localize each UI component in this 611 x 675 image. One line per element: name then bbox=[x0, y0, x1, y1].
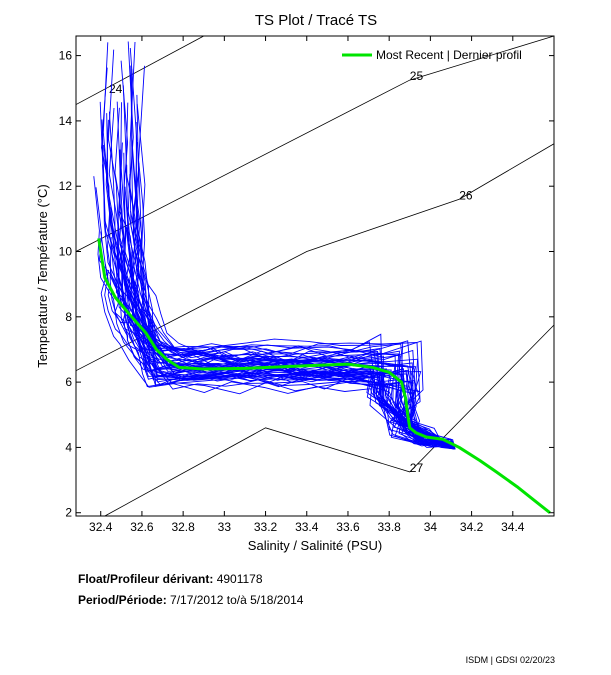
x-tick-label-9: 34.2 bbox=[460, 520, 484, 534]
profile-line bbox=[104, 264, 456, 450]
profile-line bbox=[129, 47, 456, 450]
period-value: 7/17/2012 to/à 5/18/2014 bbox=[170, 593, 304, 607]
contour-label-24: 24 bbox=[109, 82, 123, 96]
sigma-contour-26 bbox=[75, 143, 555, 372]
profile-line bbox=[99, 101, 456, 450]
profile-line bbox=[101, 119, 456, 450]
period-info: Period/Période: 7/17/2012 to/à 5/18/2014 bbox=[78, 593, 303, 607]
y-tick-label-7: 16 bbox=[59, 49, 73, 63]
period-label: Period/Période: bbox=[78, 593, 167, 607]
x-tick-label-2: 32.8 bbox=[171, 520, 195, 534]
y-tick-label-6: 14 bbox=[59, 114, 73, 128]
y-tick-label-1: 4 bbox=[65, 440, 72, 454]
chart-title: TS Plot / Tracé TS bbox=[255, 12, 377, 29]
x-tick-label-6: 33.6 bbox=[336, 520, 360, 534]
x-tick-label-4: 33.2 bbox=[254, 520, 278, 534]
contour-label-26: 26 bbox=[459, 188, 473, 202]
series-most-recent-line bbox=[97, 238, 551, 514]
contour-label-25: 25 bbox=[410, 69, 424, 83]
x-tick-label-7: 33.8 bbox=[377, 520, 401, 534]
profile-line bbox=[108, 107, 456, 450]
profile-line bbox=[125, 272, 456, 450]
contour-label-27: 27 bbox=[410, 461, 424, 475]
sigma-contour-27 bbox=[104, 324, 555, 517]
most-recent-profile bbox=[97, 238, 551, 514]
x-tick-label-10: 34.4 bbox=[501, 520, 525, 534]
profile-line bbox=[125, 102, 456, 450]
profile-line bbox=[102, 164, 456, 450]
legend: Most Recent | Dernier profil bbox=[342, 48, 522, 62]
profile-line bbox=[131, 139, 456, 450]
float-info: Float/Profileur dérivant: 4901178 bbox=[78, 572, 263, 586]
profile-line bbox=[131, 176, 456, 450]
profile-line bbox=[136, 103, 456, 450]
sigma-contour-24 bbox=[75, 35, 204, 105]
footer-credit: ISDM | GDSI 02/20/23 bbox=[465, 655, 555, 665]
historical-profiles bbox=[93, 41, 456, 450]
profile-line bbox=[126, 164, 456, 450]
profile-line bbox=[108, 111, 456, 450]
profile-line bbox=[136, 94, 456, 450]
profile-line bbox=[116, 101, 456, 450]
profile-line bbox=[100, 231, 456, 450]
legend-label: Most Recent | Dernier profil bbox=[376, 48, 522, 62]
profile-line bbox=[106, 113, 456, 450]
x-tick-label-8: 34 bbox=[424, 520, 438, 534]
x-tick-label-1: 32.6 bbox=[130, 520, 154, 534]
y-tick-label-2: 6 bbox=[65, 375, 72, 389]
density-contours: 24 25 26 27 bbox=[75, 35, 555, 517]
profile-line bbox=[133, 163, 456, 450]
float-id: 4901178 bbox=[216, 572, 263, 586]
profile-line bbox=[109, 275, 456, 450]
y-tick-label-3: 8 bbox=[65, 310, 72, 324]
x-axis-ticks: 32.4 32.6 32.8 33 33.2 33.4 33.6 33.8 34 34.2 34.4 bbox=[89, 36, 525, 534]
x-tick-label-3: 33 bbox=[218, 520, 232, 534]
y-axis-label: Temperature / Température (°C) bbox=[35, 184, 50, 367]
float-label: Float/Profileur dérivant: bbox=[78, 572, 214, 586]
sigma-contour-25 bbox=[75, 35, 555, 252]
y-tick-label-5: 12 bbox=[59, 179, 73, 193]
profile-line bbox=[105, 119, 456, 450]
profile-line bbox=[93, 176, 456, 450]
profile-line bbox=[114, 107, 456, 450]
x-tick-label-0: 32.4 bbox=[89, 520, 113, 534]
x-tick-label-5: 33.4 bbox=[295, 520, 319, 534]
x-axis-label: Salinity / Salinité (PSU) bbox=[248, 538, 382, 553]
y-tick-label-4: 10 bbox=[59, 245, 73, 259]
plot-frame bbox=[75, 35, 555, 517]
y-tick-label-0: 2 bbox=[65, 506, 72, 520]
